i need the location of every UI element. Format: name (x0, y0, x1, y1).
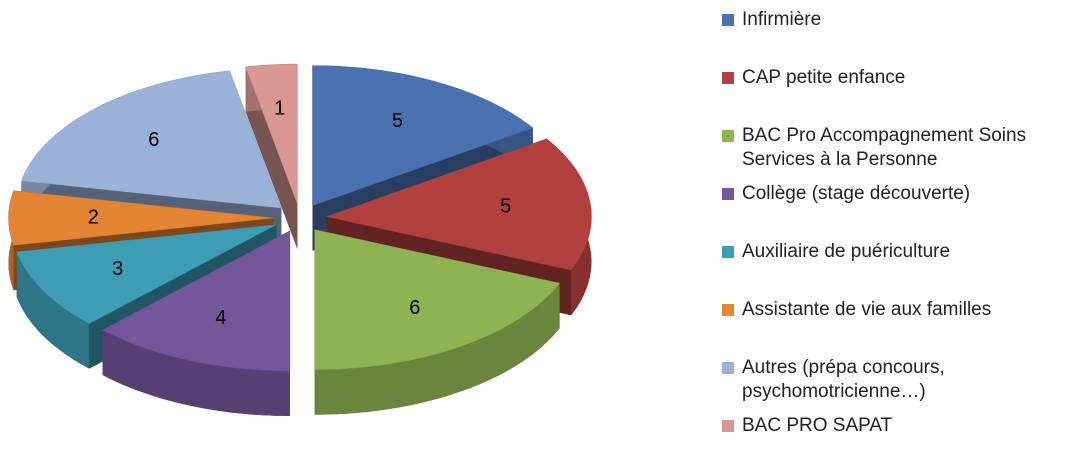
data-label: 6 (409, 297, 420, 319)
legend-label: BAC Pro Accompagnement Soins Services à … (742, 125, 1027, 170)
legend-swatch (722, 420, 734, 432)
legend-label: Collège (stage découverte) (742, 183, 971, 204)
pie-area: 5 5 6 4 3 2 6 1 (8, 63, 592, 416)
slice-side (16, 251, 90, 369)
legend-label: Assistante de vie aux familles (742, 299, 992, 320)
data-label: 4 (215, 307, 226, 329)
legend-swatch (722, 304, 734, 316)
slice (314, 229, 561, 415)
legend-label: Autres (prépa concours, psychomotricienn… (742, 357, 945, 402)
legend-swatch (722, 188, 734, 200)
legend-item: Collège (stage découverte) (722, 182, 1067, 206)
legend-item: BAC PRO SAPAT (722, 414, 1067, 438)
legend-label: Auxiliaire de puériculture (742, 241, 951, 262)
data-label: 5 (500, 196, 511, 218)
slice-top (314, 229, 561, 370)
slice-top (21, 70, 282, 209)
legend-item: Infirmière (722, 8, 1067, 32)
slice-side (102, 329, 290, 416)
slice-top (101, 230, 291, 372)
legend-swatch (722, 14, 734, 26)
legend-item: BAC Pro Accompagnement Soins Services à … (722, 124, 1067, 172)
slice-side (314, 283, 560, 415)
slice-top (325, 138, 592, 271)
slice-edge (245, 66, 298, 250)
legend-item: Auxiliaire de puériculture (722, 240, 1067, 264)
legend-swatch (722, 72, 734, 84)
legend-swatch (722, 246, 734, 258)
data-label: 1 (274, 98, 285, 120)
slice-top (8, 190, 274, 246)
slice-top (245, 63, 298, 205)
data-label: 2 (88, 206, 99, 228)
legend-label: Infirmière (742, 9, 822, 30)
legend-label: CAP petite enfance (742, 67, 906, 88)
slice (245, 63, 298, 250)
slice (101, 230, 291, 416)
legend-swatch (722, 130, 734, 142)
legend-item: CAP petite enfance (722, 66, 1067, 90)
slice-top (312, 65, 534, 207)
slice-top (16, 224, 277, 324)
data-label: 5 (392, 110, 403, 132)
legend-label: BAC PRO SAPAT (742, 415, 893, 436)
legend-swatch (722, 362, 734, 374)
legend-item: Autres (prépa concours, psychomotricienn… (722, 356, 1067, 404)
legend-item: Assistante de vie aux familles (722, 298, 1067, 322)
data-label: 6 (148, 129, 159, 151)
data-label: 3 (112, 258, 123, 280)
